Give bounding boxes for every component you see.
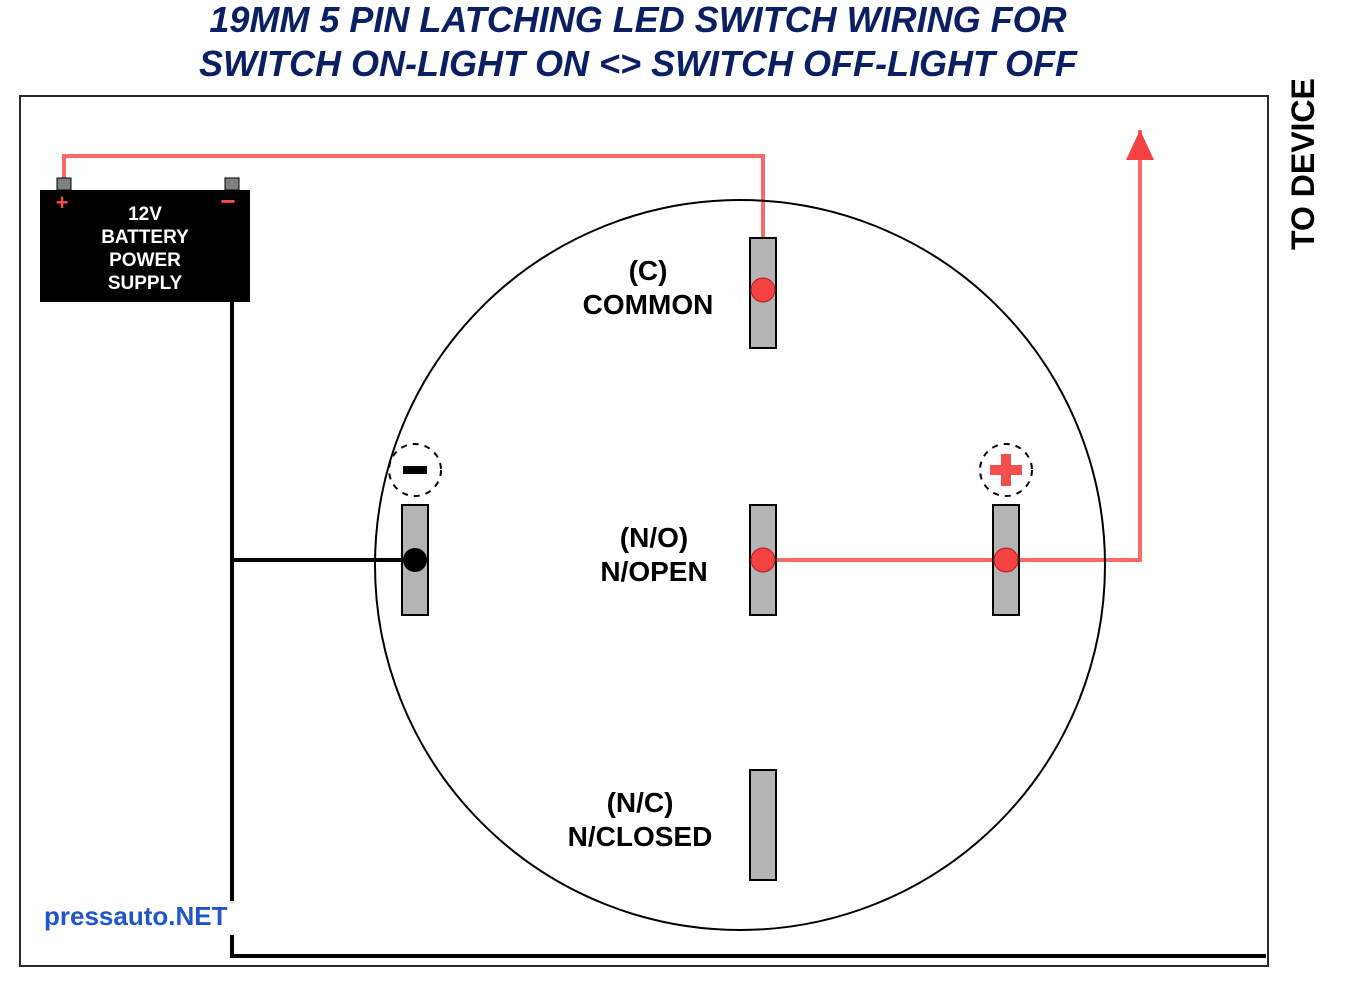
wire-black-ground <box>232 560 1266 956</box>
label-nclosed-2: N/CLOSED <box>568 821 713 852</box>
battery-label-1: BATTERY <box>101 227 189 248</box>
label-nopen-1: (N/O) <box>620 522 688 553</box>
battery-label-3: SUPPLY <box>108 273 183 294</box>
label-common-2: COMMON <box>583 289 714 320</box>
battery-post-plus <box>57 178 71 190</box>
node-red-0 <box>751 278 775 302</box>
label-nclosed-1: (N/C) <box>607 787 674 818</box>
battery-label-0: 12V <box>128 204 162 225</box>
node-red-2 <box>994 548 1018 572</box>
battery-minus-icon: − <box>220 186 235 216</box>
node-red-1 <box>751 548 775 572</box>
indicator-minus-icon <box>403 466 427 474</box>
wire-red-to-device <box>1006 130 1140 560</box>
watermark-text: pressauto.NET <box>44 901 228 931</box>
title-line1: 19MM 5 PIN LATCHING LED SWITCH WIRING FO… <box>209 0 1066 40</box>
battery-plus-icon: + <box>56 190 69 215</box>
pin-nclosed <box>750 770 776 880</box>
label-nopen-2: N/OPEN <box>600 556 707 587</box>
battery-label-2: POWER <box>109 250 181 271</box>
node-black-0 <box>403 548 427 572</box>
title-line2: SWITCH ON-LIGHT ON <> SWITCH OFF-LIGHT O… <box>199 43 1078 84</box>
wire-black-to-negative <box>232 178 415 560</box>
to-device-label: TO DEVICE <box>1285 78 1321 250</box>
arrow-to-device <box>1126 130 1154 160</box>
indicator-plus-v <box>1001 454 1011 486</box>
label-common-1: (C) <box>629 255 668 286</box>
